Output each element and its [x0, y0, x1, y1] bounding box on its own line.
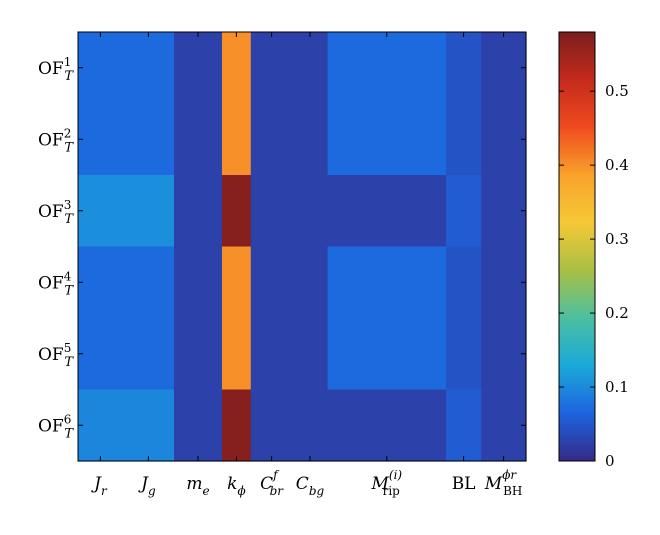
x-tick-label: M(i) rip	[370, 468, 402, 498]
colorbar-tick-label: 0.5	[605, 82, 629, 100]
heatmap-cell	[122, 175, 175, 248]
heatmap-cell	[481, 175, 527, 248]
heatmap-cell	[78, 32, 124, 105]
heatmap-cell	[481, 103, 527, 176]
y-tick-label: OF4 T	[38, 269, 74, 298]
colorbar-tick-label: 0.2	[605, 304, 629, 322]
colorbar-tick-label: 0.3	[605, 230, 629, 248]
heatmap-cell	[78, 246, 124, 319]
colorbar: 0 0.1 0.2 0.3 0.4 0.5	[558, 31, 629, 470]
colorbar-tick-label: 0.1	[605, 378, 629, 396]
heatmap-cell	[174, 246, 223, 319]
heatmap-cell	[327, 103, 447, 176]
heatmap-cell	[78, 103, 124, 176]
colorbar-tick-label: 0	[605, 452, 615, 470]
plot-frame	[77, 31, 527, 462]
heatmap-cell	[222, 32, 252, 105]
heatmap-cell	[327, 32, 447, 105]
heatmap-cell	[222, 389, 252, 462]
heatmap-cell	[446, 175, 482, 248]
y-axis-ticks: OF1 T OF2 T OF3 T OF4 T OF5 T OF6 T	[38, 55, 526, 441]
heatmap-cell	[327, 246, 447, 319]
x-tick-label: me	[186, 474, 209, 498]
heatmap-cell	[292, 389, 329, 462]
x-tick-label: Mϕr BH	[484, 468, 523, 498]
heatmap-cell	[222, 175, 252, 248]
x-axis-ticks: Jr Jg me kϕ Cf br Cbg M(i) rip BL Mϕr BH	[91, 32, 522, 498]
heatmap-cell	[174, 318, 223, 391]
heatmap-cell	[122, 389, 175, 462]
heatmap-cell	[78, 389, 124, 462]
heatmap-cell	[222, 246, 252, 319]
heatmap-cell	[122, 246, 175, 319]
heatmap-cell	[174, 103, 223, 176]
heatmap-cell	[481, 389, 527, 462]
heatmap-cells	[78, 32, 527, 462]
colorbar-tick-label: 0.4	[605, 156, 629, 174]
heatmap-cell	[481, 32, 527, 105]
heatmap-cell	[78, 175, 124, 248]
heatmap-cell	[250, 175, 293, 248]
heatmap-cell	[481, 318, 527, 391]
heatmap-cell	[174, 175, 223, 248]
x-tick-label: kϕ	[227, 474, 246, 498]
y-tick-label: OF2 T	[38, 126, 74, 155]
heatmap-cell	[250, 246, 293, 319]
heatmap-cell	[446, 318, 482, 391]
heatmap-cell	[292, 103, 329, 176]
heatmap-cell	[222, 103, 252, 176]
heatmap-cell	[446, 32, 482, 105]
heatmap-cell	[174, 32, 223, 105]
heatmap-cell	[250, 318, 293, 391]
heatmap-cell	[122, 32, 175, 105]
heatmap-cell	[327, 175, 447, 248]
heatmap-cell	[292, 246, 329, 319]
heatmap-cell	[446, 103, 482, 176]
x-tick-label: Cbg	[296, 474, 325, 498]
heatmap-cell	[327, 318, 447, 391]
y-tick-label: OF5 T	[38, 341, 74, 370]
x-tick-label: Cf br	[260, 468, 284, 498]
heatmap-cell	[327, 389, 447, 462]
heatmap-cell	[250, 103, 293, 176]
heatmap-cell	[250, 32, 293, 105]
heatmap-cell	[446, 246, 482, 319]
y-tick-label: OF1 T	[38, 55, 74, 84]
heatmap-cell	[122, 103, 175, 176]
heatmap-cell	[292, 32, 329, 105]
heatmap-cell	[122, 318, 175, 391]
y-tick-label: OF6 T	[38, 412, 74, 441]
heatmap-cell	[292, 318, 329, 391]
x-tick-label: BL	[452, 474, 476, 494]
y-tick-label: OF3 T	[38, 198, 74, 227]
heatmap-cell	[78, 318, 124, 391]
heatmap-cell	[446, 389, 482, 462]
x-tick-label: Jr	[91, 474, 108, 498]
heatmap-cell	[222, 318, 252, 391]
x-tick-label: Jg	[138, 474, 156, 498]
heatmap-cell	[292, 175, 329, 248]
heatmap-cell	[174, 389, 223, 462]
colorbar-gradient	[558, 31, 596, 462]
heatmap-cell	[250, 389, 293, 462]
heatmap-cell	[481, 246, 527, 319]
